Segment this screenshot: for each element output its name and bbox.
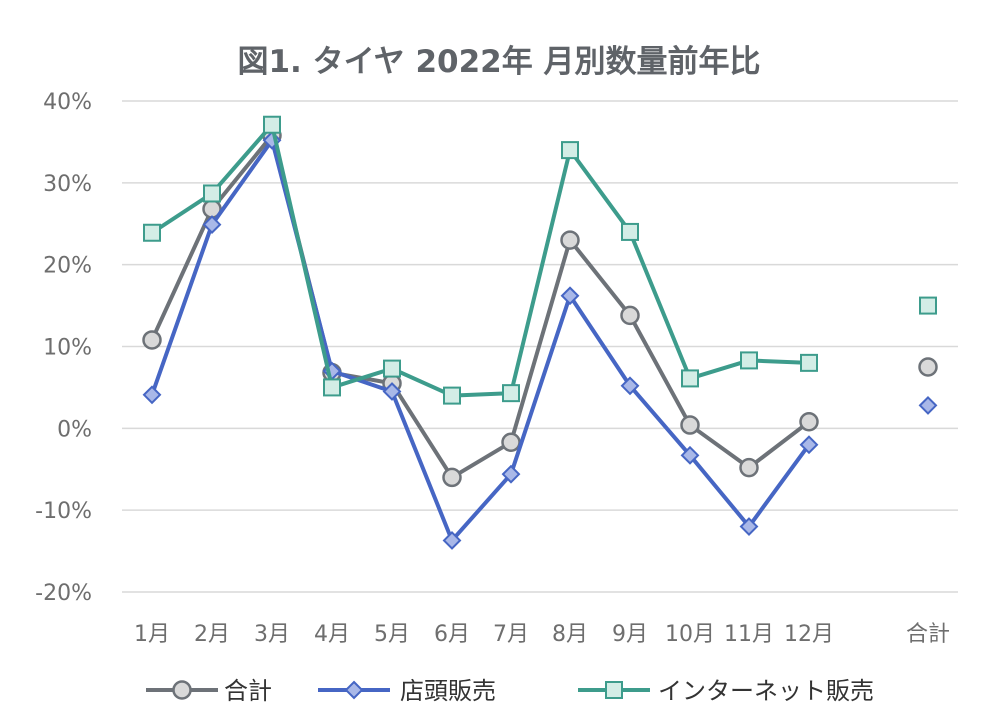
y-tick-label: -10%: [35, 499, 92, 524]
data-point: [799, 435, 819, 455]
data-point: [620, 376, 640, 396]
legend-label: 合計: [224, 677, 272, 705]
chart-title: 図1. タイヤ 2022年 月別数量前年比: [237, 44, 760, 80]
data-point: [323, 378, 341, 397]
x-tick-label: 9月: [612, 622, 648, 647]
data-point: [918, 396, 938, 415]
data-point: [680, 445, 700, 465]
data-point: [620, 305, 640, 326]
data-point: [681, 369, 699, 388]
series-3: [143, 115, 937, 405]
y-tick-label: -20%: [35, 581, 92, 606]
data-point: [382, 382, 402, 401]
legend: 合計 店頭販売 インターネット販売: [146, 677, 874, 705]
data-point: [560, 230, 580, 250]
data-point: [739, 517, 759, 536]
series-line: [150, 122, 810, 398]
x-tick-label: 1月: [134, 622, 170, 647]
data-point: [919, 296, 937, 315]
series-line: [150, 138, 811, 543]
y-tick-label: 10%: [43, 336, 92, 361]
legend-marker: [172, 680, 192, 700]
x-tick-label: 5月: [374, 622, 410, 647]
data-point: [740, 351, 758, 370]
data-point: [142, 330, 162, 350]
series-layer: [142, 115, 938, 550]
data-point: [442, 467, 462, 488]
y-tick-label: 30%: [43, 172, 92, 197]
legend-item: 店頭販売: [318, 677, 496, 705]
data-point: [799, 412, 819, 432]
data-point: [142, 385, 162, 405]
x-tick-label: 10月: [665, 622, 715, 647]
x-tick-label: 12月: [784, 622, 834, 647]
x-tick-label: 2月: [194, 622, 230, 647]
data-point: [680, 415, 700, 435]
data-point: [143, 223, 161, 242]
y-axis-ticks: 40% 30% 20% 10% 0% -10% -20%: [35, 90, 92, 606]
y-tick-label: 40%: [43, 90, 92, 115]
legend-marker: [344, 680, 364, 700]
x-tick-label: 3月: [254, 622, 290, 647]
data-point: [442, 531, 462, 550]
x-tick-label: 7月: [493, 622, 529, 647]
series-line: [150, 133, 811, 480]
legend-marker: [605, 681, 623, 699]
data-point: [263, 115, 281, 134]
x-tick-label: 4月: [314, 622, 350, 647]
x-tick-label: 合計: [906, 622, 950, 647]
series-2: [142, 130, 938, 550]
data-point: [383, 359, 401, 378]
data-point: [203, 184, 221, 203]
x-axis-ticks: 1月 2月 3月 4月 5月 6月 7月 8月 9月 10月 11月 12月 合計: [134, 622, 950, 647]
data-point: [501, 432, 521, 452]
x-tick-label: 6月: [434, 622, 470, 647]
data-point: [502, 384, 520, 403]
data-point: [561, 141, 579, 160]
legend-item: インターネット販売: [578, 677, 874, 705]
data-point: [501, 464, 521, 484]
legend-label: 店頭販売: [400, 677, 496, 705]
data-point: [560, 286, 580, 306]
legend-label: インターネット販売: [658, 677, 874, 705]
x-tick-label: 8月: [552, 622, 588, 647]
series-1: [142, 125, 938, 488]
y-tick-label: 0%: [57, 417, 92, 442]
data-point: [202, 215, 222, 234]
grid-layer: [122, 100, 958, 593]
data-point: [443, 386, 461, 405]
data-point: [800, 353, 818, 372]
y-tick-label: 20%: [43, 254, 92, 279]
data-point: [918, 357, 938, 377]
data-point: [739, 457, 759, 478]
x-tick-label: 11月: [724, 622, 774, 647]
data-point: [621, 222, 639, 241]
legend-item: 合計: [146, 677, 272, 705]
